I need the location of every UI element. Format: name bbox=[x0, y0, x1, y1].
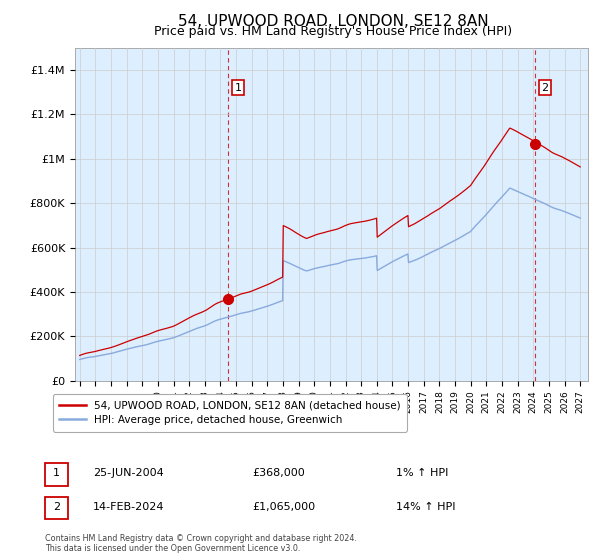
Text: 14-FEB-2024: 14-FEB-2024 bbox=[93, 502, 164, 512]
Text: 54, UPWOOD ROAD, LONDON, SE12 8AN: 54, UPWOOD ROAD, LONDON, SE12 8AN bbox=[178, 14, 488, 29]
Text: 1: 1 bbox=[235, 82, 242, 92]
Text: Price paid vs. HM Land Registry's House Price Index (HPI): Price paid vs. HM Land Registry's House … bbox=[154, 25, 512, 38]
Text: Contains HM Land Registry data © Crown copyright and database right 2024.
This d: Contains HM Land Registry data © Crown c… bbox=[45, 534, 357, 553]
Legend: 54, UPWOOD ROAD, LONDON, SE12 8AN (detached house), HPI: Average price, detached: 54, UPWOOD ROAD, LONDON, SE12 8AN (detac… bbox=[53, 394, 407, 432]
Text: 2: 2 bbox=[53, 502, 60, 512]
Text: 1% ↑ HPI: 1% ↑ HPI bbox=[396, 468, 448, 478]
Text: 1: 1 bbox=[53, 468, 60, 478]
Text: 25-JUN-2004: 25-JUN-2004 bbox=[93, 468, 164, 478]
Text: 14% ↑ HPI: 14% ↑ HPI bbox=[396, 502, 455, 512]
Text: £368,000: £368,000 bbox=[252, 468, 305, 478]
Text: 2: 2 bbox=[541, 82, 548, 92]
Text: £1,065,000: £1,065,000 bbox=[252, 502, 315, 512]
